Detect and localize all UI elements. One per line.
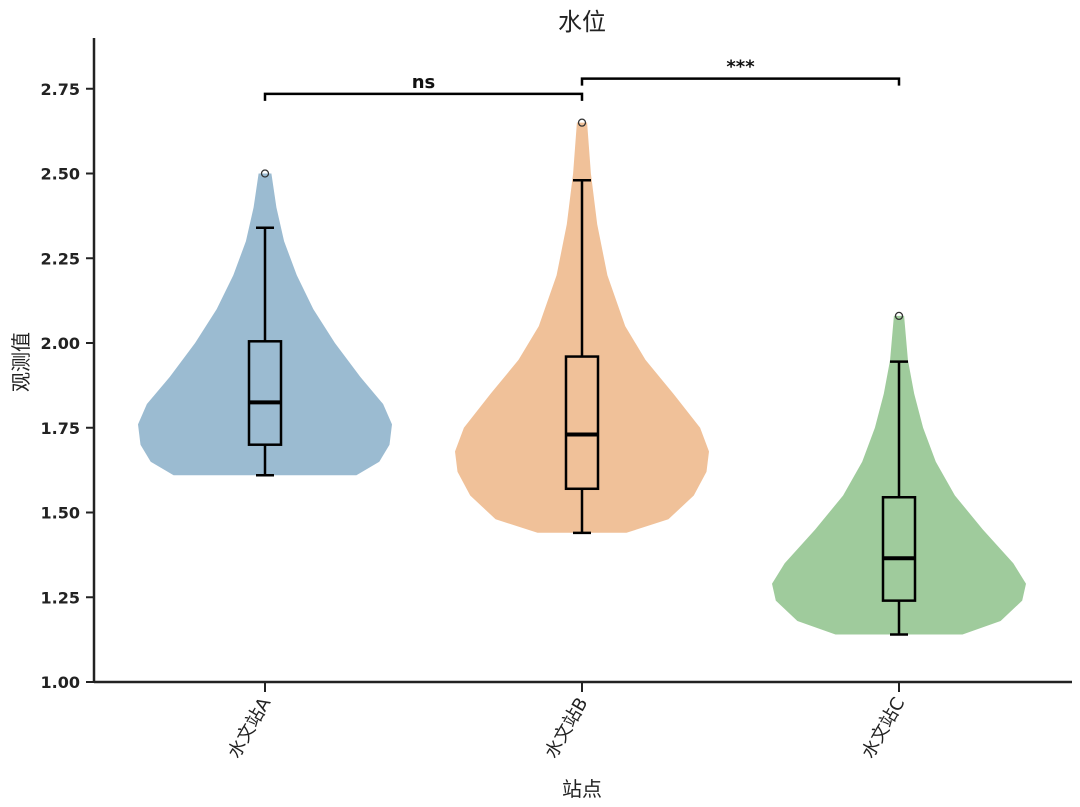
y-ticks: 1.00 1.25 1.50 1.75 2.00 2.25 2.50 2.75 [41,80,94,692]
y-tick-label: 1.50 [41,504,80,523]
y-axis-label: 观测值 [9,332,33,392]
y-tick-label: 2.25 [41,249,80,268]
boxplots-layer [247,118,917,636]
y-tick-label: 1.75 [41,419,80,438]
box-iqr [247,340,283,446]
x-tick-label: 水文站C [858,694,909,762]
significance-label: ns [412,72,436,93]
box-iqr [564,355,600,491]
y-tick-label: 2.75 [41,80,80,99]
significance-bracket [580,77,901,86]
significance-bracket [263,92,584,101]
y-tick-label: 2.00 [41,334,80,353]
y-tick-label: 2.50 [41,165,80,184]
chart-title: 水位 [558,8,606,36]
outlier-point [577,118,587,127]
significance-layer: ns *** [263,57,901,101]
outlier-point [894,311,904,321]
x-ticks: 水文站A 水文站B 水文站C [224,682,909,762]
y-tick-label: 1.25 [41,588,80,607]
x-axis-label: 站点 [562,777,602,801]
x-tick-label: 水文站B [541,694,592,762]
y-tick-label: 1.00 [41,673,80,692]
outlier-point [260,169,270,178]
significance-label: *** [726,57,755,78]
box-iqr [881,495,917,602]
x-tick-label: 水文站A [224,693,276,762]
